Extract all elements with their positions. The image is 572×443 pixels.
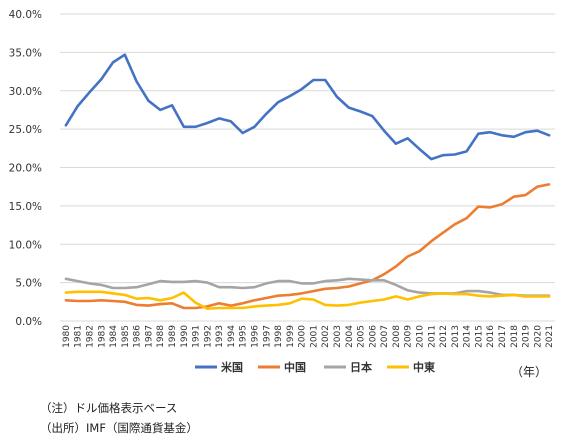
legend-label-中東: 中東	[413, 360, 436, 374]
x-tick-label: 2016	[486, 325, 496, 348]
x-tick-label: 1991	[192, 325, 202, 348]
y-tick-label: 10.0%	[9, 239, 42, 251]
x-tick-label: 2010	[415, 325, 425, 348]
y-tick-label: 20.0%	[9, 163, 42, 175]
x-tick-label: 2015	[474, 325, 484, 348]
x-tick-label: 2019	[522, 325, 532, 348]
x-axis-ticks: 1980 1981 1982 1983 1984 1985 1986 1987 1988 1989…	[62, 325, 555, 348]
y-tick-label: 0.0%	[15, 316, 42, 328]
x-tick-label: 1998	[274, 325, 284, 348]
x-tick-label: 2009	[404, 325, 414, 348]
x-tick-label: 2021	[545, 325, 555, 348]
y-tick-label: 40.0%	[9, 9, 42, 21]
x-axis-unit-label: （年）	[511, 365, 548, 379]
x-tick-label: 1989	[168, 325, 178, 348]
x-tick-label: 2011	[427, 325, 437, 348]
legend-label-中国: 中国	[284, 360, 306, 374]
x-tick-label: 2013	[451, 325, 461, 348]
grid-lines	[60, 13, 555, 322]
x-tick-label: 1999	[286, 325, 296, 348]
y-tick-label: 25.0%	[9, 124, 42, 136]
x-tick-label: 1982	[85, 325, 95, 348]
y-tick-label: 35.0%	[9, 47, 42, 59]
legend-label-日本: 日本	[350, 360, 372, 374]
x-tick-label: 1997	[262, 325, 272, 348]
y-axis-ticks: 0.0% 5.0% 10.0% 15.0% 20.0% 25.0% 30.0% 35.0% 40…	[9, 9, 42, 328]
note-source: （出所）IMF（国際通貨基金）	[40, 421, 198, 435]
x-tick-label: 1984	[109, 325, 119, 348]
x-tick-label: 1995	[239, 325, 249, 348]
legend-label-米国: 米国	[220, 360, 243, 374]
series-lines	[64, 53, 551, 311]
x-tick-label: 1996	[250, 325, 260, 348]
x-tick-label: 1983	[97, 325, 107, 348]
x-tick-label: 1990	[180, 325, 190, 348]
series-line-米国	[64, 53, 551, 161]
x-tick-label: 2008	[392, 325, 402, 348]
x-tick-label: 2006	[368, 325, 378, 348]
series-line-中東	[64, 290, 551, 311]
x-tick-label: 2020	[533, 325, 543, 348]
x-tick-label: 1992	[203, 325, 213, 348]
y-tick-label: 5.0%	[15, 278, 42, 290]
x-tick-label: 1981	[74, 325, 84, 348]
x-tick-label: 2001	[309, 325, 319, 348]
series-line-中国	[64, 183, 551, 310]
x-tick-label: 2017	[498, 325, 508, 348]
x-tick-label: 2018	[510, 325, 520, 348]
series-line-日本	[64, 277, 551, 298]
x-tick-label: 2004	[345, 325, 355, 348]
x-tick-label: 2007	[380, 325, 390, 348]
x-tick-label: 1987	[144, 325, 154, 348]
legend: 米国 中国 日本 中東	[195, 360, 436, 374]
x-tick-label: 1988	[156, 325, 166, 348]
x-tick-label: 2003	[333, 325, 343, 348]
x-tick-label: 1986	[133, 325, 143, 348]
x-tick-label: 1993	[215, 325, 225, 348]
y-tick-label: 15.0%	[9, 201, 42, 213]
note-currency: （注）ドル価格表示ベース	[40, 401, 178, 415]
x-tick-label: 1980	[62, 325, 72, 348]
x-tick-label: 2000	[298, 325, 308, 348]
y-tick-label: 30.0%	[9, 86, 42, 98]
x-tick-label: 2005	[357, 325, 367, 348]
x-tick-label: 2014	[463, 325, 473, 348]
x-tick-label: 1985	[121, 325, 131, 348]
x-tick-label: 2012	[439, 325, 449, 348]
x-tick-label: 1994	[227, 325, 237, 348]
x-tick-label: 2002	[321, 325, 331, 348]
